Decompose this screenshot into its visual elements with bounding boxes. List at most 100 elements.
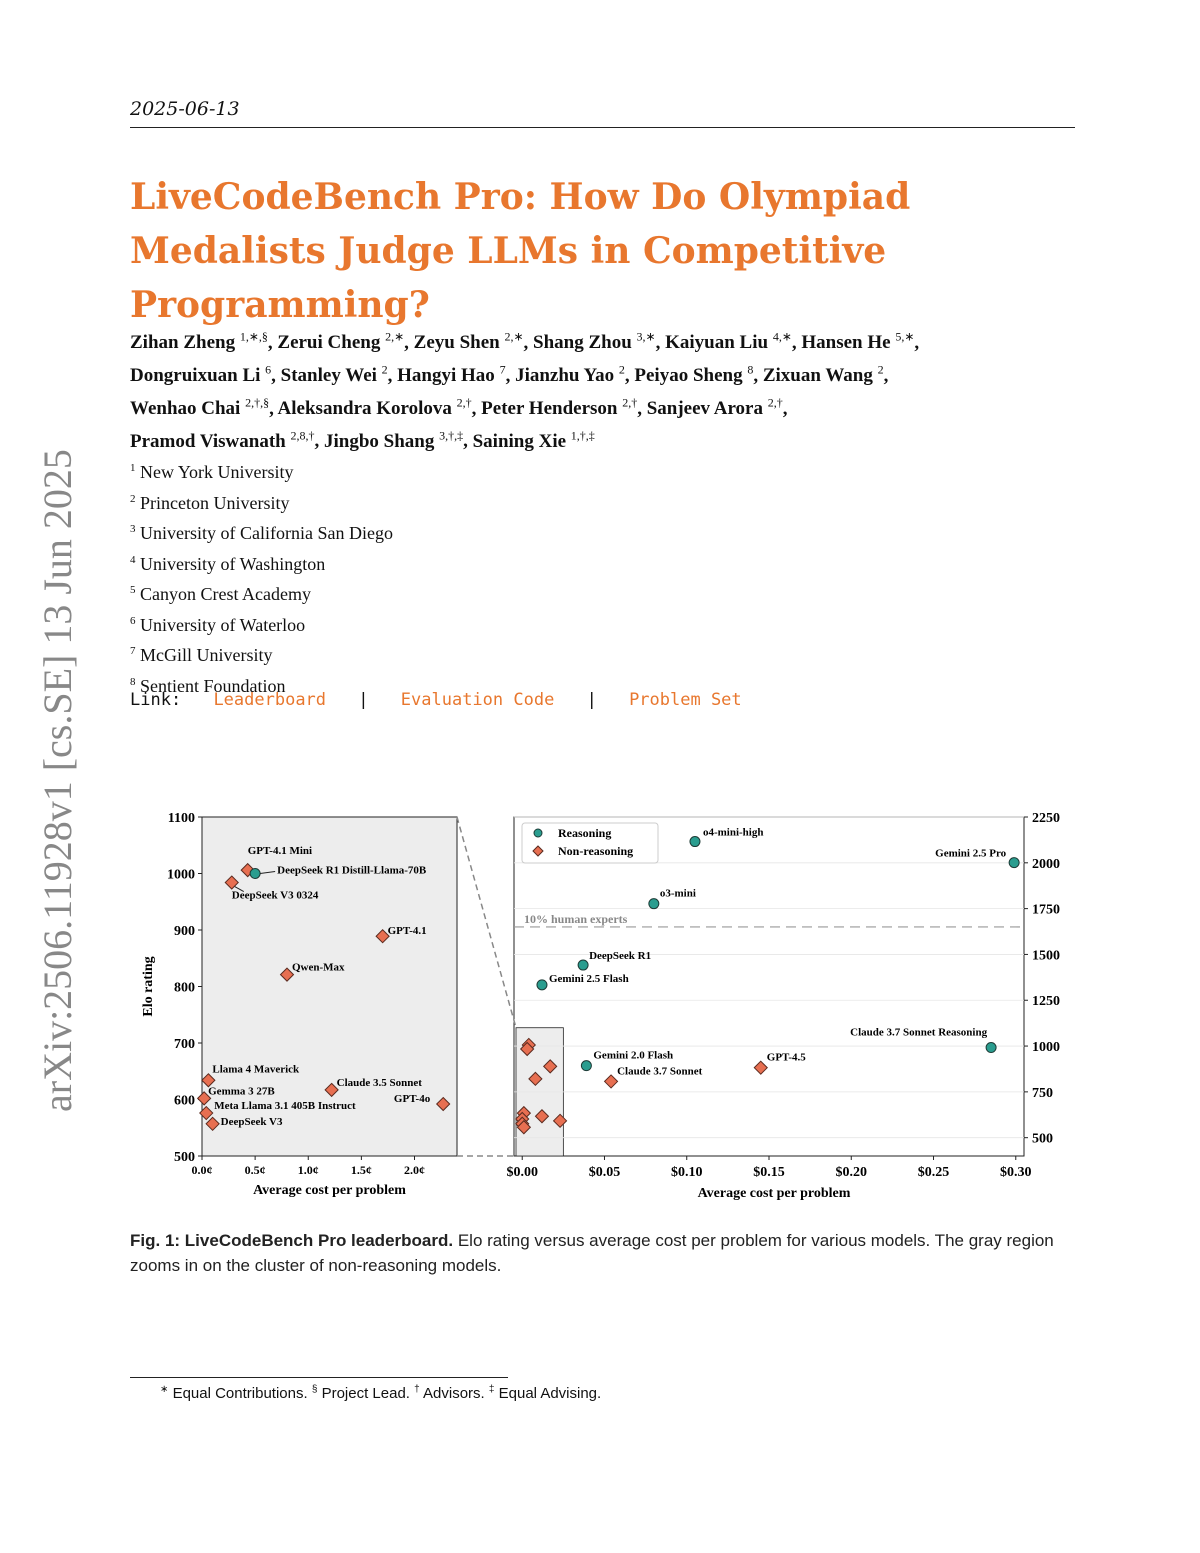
x-tick-label: 0.5¢ <box>245 1163 266 1177</box>
footnote: ∗ Equal Contributions. § Project Lead. †… <box>160 1384 601 1402</box>
label-leader-line <box>260 871 276 874</box>
affiliation-name: New York University <box>135 462 294 482</box>
reasoning-point <box>1008 857 1020 869</box>
affiliation-number: 7 <box>130 645 136 657</box>
y-tick-label: 1000 <box>1032 1040 1060 1055</box>
affiliation-item: 5 Canyon Crest Academy <box>130 577 393 608</box>
author-name: Zerui Cheng 2,∗ <box>277 330 405 354</box>
author-affiliation-marker: 7 <box>499 362 506 377</box>
y-axis-label: Elo rating <box>141 956 156 1016</box>
author-affiliation-marker: 8 <box>747 362 754 377</box>
y-tick-label: 1100 <box>168 811 195 826</box>
author-name: Wenhao Chai 2,†,§ <box>130 395 270 419</box>
point-label: Gemini 2.5 Pro <box>935 848 1006 860</box>
affiliation-item: 6 University of Waterloo <box>130 608 393 639</box>
caption-bold: LiveCodeBench Pro leaderboard. <box>184 1231 454 1250</box>
non-reasoning-point <box>552 1113 568 1129</box>
non-reasoning-point <box>753 1060 768 1075</box>
author-affiliation-marker: 2 <box>877 362 884 377</box>
footnote-text: Advisors. <box>423 1385 485 1402</box>
footnote-text: Equal Contributions. <box>172 1385 308 1402</box>
affiliation-list: 1 New York University 2 Princeton Univers… <box>130 455 393 699</box>
non-reasoning-point <box>603 1074 619 1089</box>
affiliation-name: University of California San Diego <box>135 523 393 543</box>
author-name: Pramod Viswanath 2,8,† <box>130 428 315 452</box>
figure-1: 500 600 700 800 900 1000 1100 0.0¢ 0.5¢ 1.0¢ 1.5¢ 2… <box>141 811 1060 1201</box>
author-affiliation-marker: 2 <box>618 362 625 377</box>
point-label: Meta Llama 3.1 405B Instruct <box>214 1100 356 1112</box>
point-label: Llama 4 Maverick <box>212 1063 300 1075</box>
point-label: o3-mini <box>660 888 696 900</box>
non-reasoning-point <box>542 1059 558 1074</box>
footnote-text: Project Lead. <box>321 1385 410 1402</box>
author-name: Sanjeev Arora 2,† <box>646 395 783 419</box>
affiliation-number: 5 <box>130 584 136 596</box>
author-affiliation-marker: 4,∗ <box>772 330 792 344</box>
problem-set-link[interactable]: Problem Set <box>629 690 742 710</box>
point-label: DeepSeek R1 Distill-Llama-70B <box>277 865 427 877</box>
author-name: Zihan Zheng 1,∗,§ <box>130 330 268 354</box>
point-label: o4-mini-high <box>703 827 764 839</box>
affiliation-name: Sentient Foundation <box>135 675 286 696</box>
affiliation-name: University of Waterloo <box>135 614 306 635</box>
author-affiliation-marker: 2,8,† <box>290 428 315 443</box>
legend-non-reasoning-marker <box>532 845 544 857</box>
legend-box <box>521 822 659 864</box>
non-reasoning-point <box>375 929 390 944</box>
affiliation-number: 3 <box>130 523 136 535</box>
figure-caption: Fig. 1: LiveCodeBench Pro leaderboard. E… <box>130 1228 1080 1278</box>
reference-line-label: 10% human experts <box>524 912 628 926</box>
non-reasoning-point <box>199 1105 214 1121</box>
reasoning-point <box>536 979 548 991</box>
legend-entry: Reasoning <box>558 826 611 840</box>
y-tick-label: 600 <box>174 1094 195 1109</box>
affiliation-item: 8 Sentient Foundation <box>130 669 393 700</box>
author-name: Peter Henderson 2,† <box>481 395 638 419</box>
affiliation-name: McGill University <box>135 645 273 665</box>
footnote-symbol: § <box>311 1384 318 1395</box>
point-label: Claude 3.5 Sonnet <box>337 1077 423 1089</box>
author-affiliation-marker: 2,† <box>456 395 472 410</box>
non-reasoning-point <box>528 1071 543 1087</box>
main-panel-frame <box>513 816 1025 1157</box>
author-name: Peiyao Sheng 8 <box>634 362 754 387</box>
non-reasoning-point <box>519 1041 535 1057</box>
non-reasoning-point <box>279 967 295 982</box>
footnote-text: Equal Advising. <box>498 1385 602 1402</box>
author-affiliation-marker: 5,∗ <box>895 330 915 344</box>
x-tick-label: $0.05 <box>589 1165 621 1180</box>
caption-label: Fig. 1: <box>130 1231 181 1250</box>
y-tick-label: 750 <box>1032 1086 1053 1101</box>
y-tick-label: 2000 <box>1032 857 1060 872</box>
x-tick-label: $0.15 <box>753 1165 785 1180</box>
x-tick-label: $0.20 <box>836 1165 868 1180</box>
evaluation-code-link[interactable]: Evaluation Code <box>400 690 555 710</box>
point-label: GPT-4.1 <box>388 925 427 937</box>
legend-entry: Non-reasoning <box>558 844 633 858</box>
link-bar: Link: Leaderboard | Evaluation Code | Pr… <box>130 690 742 710</box>
author-list: Zihan Zheng 1,∗,§, Zerui Cheng 2,∗, Zeyu… <box>130 330 920 452</box>
affiliation-number: 4 <box>130 553 136 566</box>
point-label: GPT-4o <box>394 1093 431 1105</box>
reasoning-point <box>249 868 261 879</box>
x-tick-label: $0.25 <box>918 1165 950 1180</box>
caption-text: Elo rating versus average cost per probl… <box>130 1231 1054 1275</box>
author-affiliation-marker: 1,†,‡ <box>570 428 595 443</box>
reasoning-point <box>577 959 589 971</box>
affiliation-name: University of Washington <box>135 553 326 574</box>
author-affiliation-marker: 1,∗,§ <box>239 330 268 344</box>
header-rule <box>130 127 1075 128</box>
point-label: GPT-4.1 Mini <box>248 845 312 857</box>
point-label: Qwen-Max <box>292 962 345 974</box>
non-reasoning-point <box>516 1120 532 1135</box>
y-tick-label: 1750 <box>1032 903 1060 918</box>
x-tick-label: $0.30 <box>1000 1165 1032 1180</box>
point-label: Gemma 3 27B <box>208 1085 275 1097</box>
non-reasoning-point <box>205 1116 220 1132</box>
link-separator: | <box>358 690 369 710</box>
paper-title: LiveCodeBench Pro: How Do Olympiad Medal… <box>130 176 911 326</box>
author-name: Hansen He 5,∗ <box>801 330 915 354</box>
y-tick-label: 1250 <box>1032 994 1060 1009</box>
x-axis-label: Average cost per problem <box>698 1186 851 1201</box>
leaderboard-link[interactable]: Leaderboard <box>213 690 327 710</box>
